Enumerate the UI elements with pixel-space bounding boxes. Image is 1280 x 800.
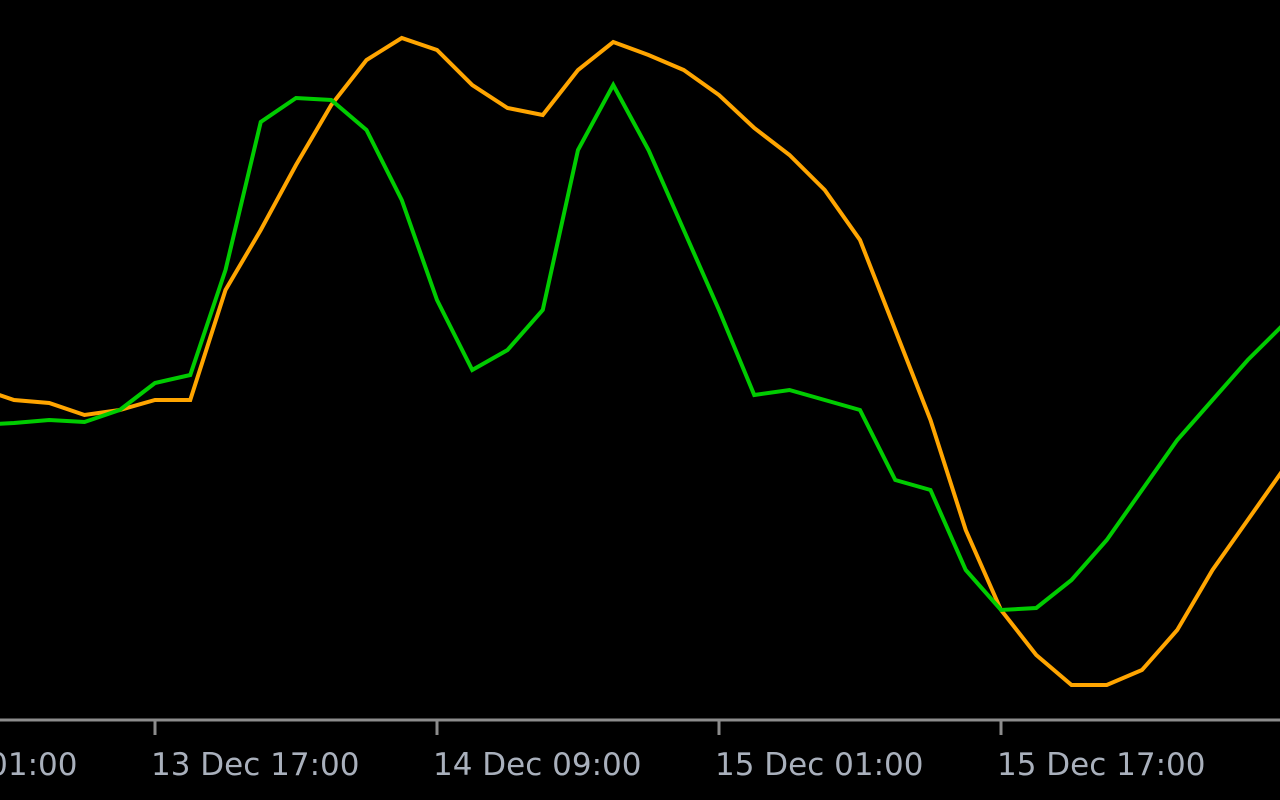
series-line	[0, 80, 1280, 613]
x-tick-label: 13 Dec 01:00	[0, 747, 77, 783]
x-tick-label: 15 Dec 17:00	[997, 747, 1205, 783]
x-tick-label: 14 Dec 09:00	[433, 747, 641, 783]
x-tick-label: 13 Dec 17:00	[151, 747, 359, 783]
series-line	[0, 35, 1280, 687]
x-tick-label: 15 Dec 01:00	[715, 747, 923, 783]
